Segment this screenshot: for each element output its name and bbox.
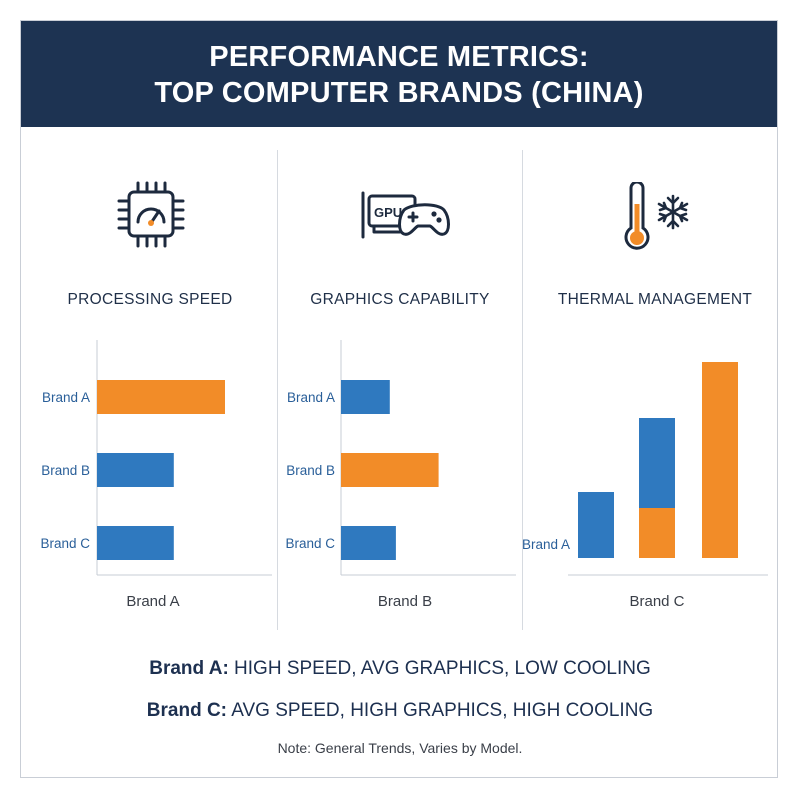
title-banner: PERFORMANCE METRICS: TOP COMPUTER BRANDS…: [21, 21, 777, 127]
bar-2-segment-1: [639, 508, 675, 558]
category-label: Brand B: [286, 463, 335, 478]
category-label: Brand B: [41, 463, 90, 478]
title-line-1: PERFORMANCE METRICS:: [209, 41, 589, 73]
bar-3: [341, 526, 396, 560]
x-axis-label: Brand A: [126, 593, 179, 610]
category-label: Brand A: [522, 537, 570, 552]
panel-title-thermal: THERMAL MANAGEMENT: [557, 291, 753, 308]
category-label: Brand C: [285, 536, 335, 551]
bar-2: [341, 453, 439, 487]
title-line-2: TOP COMPUTER BRANDS (CHINA): [154, 77, 644, 109]
bar-1: [97, 380, 225, 414]
footer-brand-c-text: AVG SPEED, HIGH GRAPHICS, HIGH COOLING: [227, 700, 654, 721]
footer-brand-a-text: HIGH SPEED, AVG GRAPHICS, LOW COOLING: [228, 658, 651, 679]
x-axis-label: Brand C: [629, 593, 684, 610]
footer-note: Note: General Trends, Varies by Model.: [277, 740, 523, 756]
category-label: Brand C: [40, 536, 90, 551]
category-label: Brand A: [287, 390, 335, 405]
thermometer-snowflake-icon: [624, 182, 689, 250]
gpu-gamepad-icon: GPU: [361, 191, 450, 239]
bar-3: [97, 526, 174, 560]
cpu-speedometer-icon: [117, 181, 185, 248]
bar-2-segment-2: [639, 418, 675, 508]
category-label: Brand A: [42, 390, 90, 405]
panel-title-graphics: GRAPHICS CAPABILITY: [310, 291, 490, 308]
bar-1: [341, 380, 390, 414]
footer-brand-a-label: Brand A:: [149, 658, 229, 679]
panel-divider-2: [522, 150, 523, 630]
panel-divider-1: [277, 150, 278, 630]
footer-brand-c-label: Brand C:: [146, 700, 228, 721]
bar-1-segment-2: [578, 492, 614, 558]
footer-brand-a: Brand A: HIGH SPEED, AVG GRAPHICS, LOW C…: [0, 658, 800, 680]
x-axis-label: Brand B: [378, 593, 432, 610]
footer-brand-c: Brand C: AVG SPEED, HIGH GRAPHICS, HIGH …: [0, 700, 800, 722]
bar-2: [97, 453, 174, 487]
bar-3-segment-1: [702, 362, 738, 558]
gpu-icon-label: GPU: [374, 205, 402, 220]
panel-title-processing: PROCESSING SPEED: [67, 291, 233, 308]
